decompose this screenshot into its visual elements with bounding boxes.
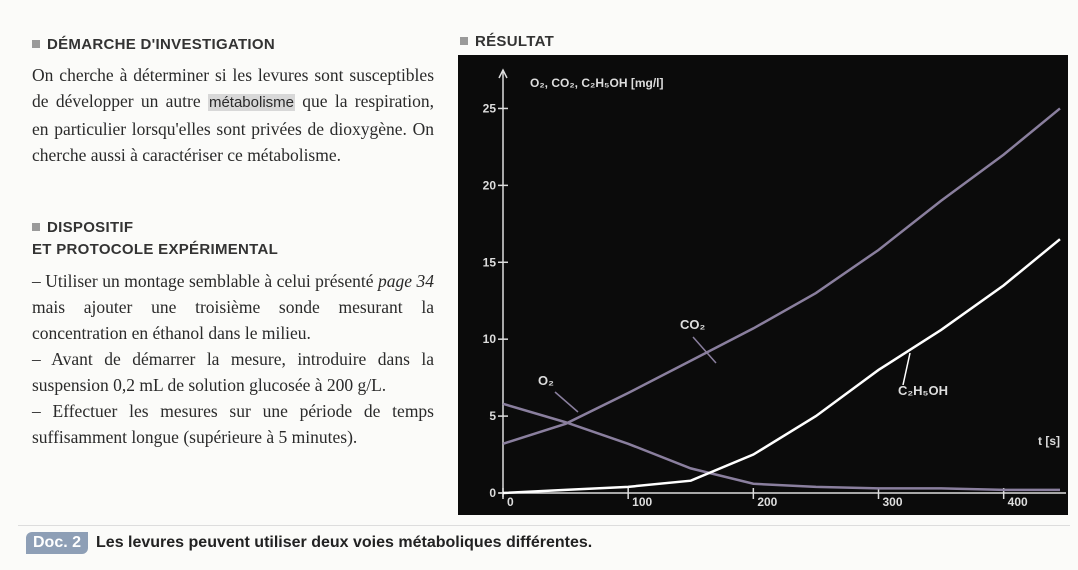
series-label: CO₂ (680, 317, 706, 332)
y-tick-label: 5 (489, 409, 496, 423)
glossary-term: métabolisme (207, 94, 295, 111)
series-label: O₂ (538, 373, 554, 388)
heading-text: DISPOSITIF (47, 219, 134, 236)
x-tick-label: 400 (1008, 495, 1028, 509)
frame (18, 20, 1070, 526)
heading: DÉMARCHE D'INVESTIGATION (32, 36, 275, 53)
text: – Avant de démarrer la mesure, introduir… (32, 349, 434, 395)
data-line (502, 402, 1060, 492)
heading-text: DÉMARCHE D'INVESTIGATION (47, 36, 275, 53)
caption-text: Les levures peuvent utiliser deux voies … (96, 534, 593, 551)
text: – Effectuer les mesures sur une période … (32, 401, 434, 447)
x-axis-label: t [s] (1038, 434, 1060, 448)
heading-text: ET PROTOCOLE EXPÉRIMENTAL (32, 241, 279, 258)
paragraph: On cherche à déterminer si les levures s… (32, 62, 434, 168)
leader-line (554, 391, 579, 413)
caption: Doc. 2 Les levures peuvent utiliser deux … (26, 532, 592, 554)
series-label: C₂H₅OH (898, 383, 948, 398)
y-tick-label: 10 (483, 332, 497, 346)
list: – Utiliser un montage semblable à celui … (32, 268, 434, 450)
list-item: – Effectuer les mesures sur une période … (32, 398, 434, 450)
x-tick-label: 200 (757, 495, 777, 509)
text: On cherche à déterminer si les levures s… (32, 65, 434, 111)
text: que la respiration, en particulier lorsq… (32, 91, 435, 165)
list-item: – Avant de démarrer la mesure, introduir… (32, 346, 434, 398)
data-line (502, 107, 1061, 445)
x-tick-label: 100 (632, 495, 652, 509)
heading-text: RÉSULTAT (475, 33, 555, 50)
x-tick-label: 300 (883, 495, 903, 509)
y-axis-label: O₂, CO₂, C₂H₅OH [mg/l] (530, 76, 664, 90)
heading: RÉSULTAT (460, 33, 554, 50)
y-tick-label: 25 (483, 101, 497, 115)
text: – Utiliser un montage semblable à celui … (32, 271, 378, 291)
heading: DISPOSITIF (32, 219, 133, 236)
text: mais ajouter une troisième sonde mesuran… (32, 297, 434, 343)
chart-background (458, 55, 1068, 515)
x-tick-label: 0 (507, 495, 514, 509)
heading: ET PROTOCOLE EXPÉRIMENTAL (32, 241, 278, 258)
leader-line (902, 352, 911, 386)
y-tick-label: 20 (483, 178, 497, 192)
y-tick-label: 15 (483, 255, 497, 269)
leader-line (692, 336, 717, 364)
chart: 0 5 10 15 20 25 0 100 200 300 400 O₂, CO₂, C₂H₅OH [… (458, 55, 1068, 515)
y-axis-arrow (498, 68, 508, 79)
text: page 34 (377, 271, 434, 291)
list-item: – Utiliser un montage semblable à celui … (32, 268, 434, 346)
y-tick-label: 0 (489, 486, 496, 500)
data-line (502, 238, 1061, 495)
doc-badge: Doc. 2 (26, 532, 89, 554)
